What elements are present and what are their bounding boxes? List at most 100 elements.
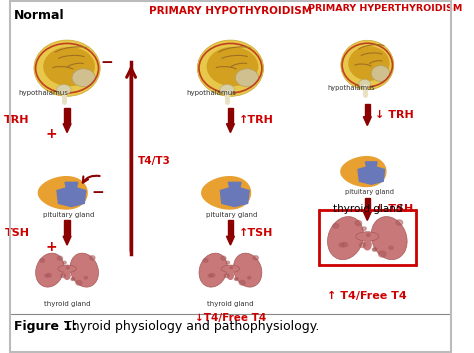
Circle shape [362,227,366,230]
Circle shape [396,220,403,225]
Text: thyroid gland: thyroid gland [333,204,402,214]
Ellipse shape [341,40,394,90]
Circle shape [208,274,212,277]
Circle shape [76,280,82,285]
Circle shape [66,267,69,269]
Circle shape [224,274,229,277]
Circle shape [253,256,258,260]
Circle shape [221,256,226,260]
Circle shape [235,278,237,280]
Text: hypothalamus: hypothalamus [18,90,68,96]
Circle shape [389,246,393,249]
Circle shape [84,276,87,279]
Ellipse shape [234,253,262,287]
Circle shape [366,234,370,237]
Text: pituitary gland: pituitary gland [43,212,94,218]
Text: hypothalamus: hypothalamus [328,85,375,91]
Text: T4/T3: T4/T3 [138,156,171,166]
Ellipse shape [197,40,264,96]
FancyBboxPatch shape [228,221,233,236]
Polygon shape [57,183,86,207]
Circle shape [239,280,245,285]
FancyBboxPatch shape [365,104,370,117]
Circle shape [359,243,365,247]
Ellipse shape [58,265,76,273]
Text: −: − [91,185,104,200]
Text: TRH: TRH [4,115,29,125]
Ellipse shape [43,47,95,86]
Text: Figure 1:: Figure 1: [14,321,77,334]
Polygon shape [220,183,249,207]
Circle shape [47,274,52,277]
Text: Thyroid physiology and pathophysiology.: Thyroid physiology and pathophysiology. [61,321,320,334]
Text: −: − [100,55,113,70]
Text: +: + [46,240,57,254]
Ellipse shape [34,40,100,96]
Circle shape [226,261,229,264]
Text: hypothalamus: hypothalamus [186,90,236,96]
Circle shape [203,259,208,262]
Polygon shape [227,236,235,245]
FancyBboxPatch shape [228,108,233,124]
Ellipse shape [36,253,64,287]
Text: ↑ T4/Free T4: ↑ T4/Free T4 [328,291,407,301]
Circle shape [72,278,74,280]
Ellipse shape [220,84,235,95]
Polygon shape [202,177,251,209]
Text: +: + [46,127,57,141]
Ellipse shape [328,217,364,260]
Circle shape [247,276,251,279]
Ellipse shape [72,69,95,87]
Polygon shape [358,162,384,184]
FancyBboxPatch shape [365,198,370,212]
Ellipse shape [371,66,390,81]
Circle shape [63,261,66,264]
Polygon shape [63,124,71,132]
Text: thyroid gland: thyroid gland [44,301,91,307]
Circle shape [373,248,377,251]
Polygon shape [364,117,371,126]
Ellipse shape [371,217,407,260]
Circle shape [57,256,63,260]
Polygon shape [38,177,87,209]
FancyBboxPatch shape [64,221,70,236]
Ellipse shape [56,84,71,95]
Polygon shape [227,124,235,132]
Text: ↓ TSH: ↓ TSH [375,204,413,214]
Text: Normal: Normal [14,10,65,23]
Circle shape [230,267,233,269]
Text: pituitary gland: pituitary gland [206,212,257,218]
Circle shape [333,223,339,228]
Circle shape [61,274,65,277]
FancyBboxPatch shape [64,108,70,124]
Circle shape [71,278,74,280]
Ellipse shape [236,69,259,87]
Text: PRIMARY HYPERTHYROIDISM: PRIMARY HYPERTHYROIDISM [308,4,462,13]
Circle shape [378,251,386,257]
Text: PRIMARY HYPOTHYROIDISM: PRIMARY HYPOTHYROIDISM [149,6,312,16]
Text: pituitary gland: pituitary gland [345,189,394,195]
Circle shape [235,278,238,280]
Ellipse shape [207,47,258,86]
Ellipse shape [228,271,233,279]
Text: thyroid gland: thyroid gland [207,301,254,307]
Polygon shape [63,236,71,245]
Circle shape [90,256,95,260]
Text: TSH: TSH [5,228,29,238]
Ellipse shape [199,253,228,287]
Ellipse shape [359,79,371,88]
Polygon shape [341,157,386,186]
Ellipse shape [356,232,379,241]
Circle shape [210,274,215,277]
Text: ↑TSH: ↑TSH [238,228,273,238]
Ellipse shape [348,46,390,81]
Text: ↓T4/Free T4: ↓T4/Free T4 [195,313,266,323]
Circle shape [355,221,362,226]
Text: ↑TRH: ↑TRH [238,115,273,125]
Ellipse shape [221,265,239,273]
Polygon shape [364,212,371,221]
Circle shape [45,274,49,277]
Ellipse shape [364,240,371,250]
Circle shape [40,259,45,262]
Ellipse shape [70,253,99,287]
